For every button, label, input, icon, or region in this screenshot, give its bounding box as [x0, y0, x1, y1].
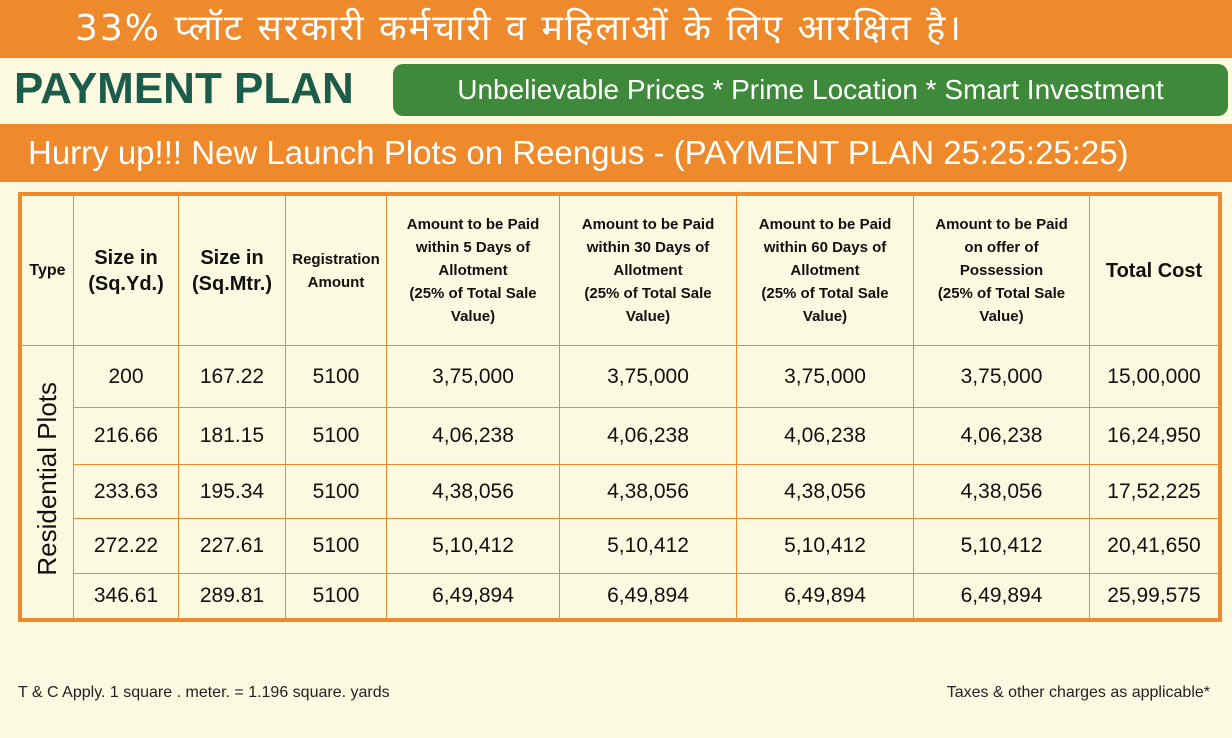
column-header: Amount to be Paid within 5 Days of Allotme… [386, 193, 560, 346]
row-group: Residential Plots [19, 345, 74, 620]
header-line: on offer of [964, 239, 1039, 256]
header-line: within 30 Days of [586, 239, 710, 256]
cell: 4,38,056 [913, 464, 1090, 519]
cell: 5100 [285, 345, 387, 408]
header-line: (25% of Total Sale [937, 285, 1066, 302]
header-line: Value) [625, 308, 671, 325]
column-header: Size in (Sq.Mtr.) [178, 193, 286, 346]
cell: 6,49,894 [736, 573, 914, 620]
header-line: Amount to be Paid [935, 216, 1068, 233]
header-line: (25% of Total Sale [409, 285, 537, 302]
cell: 4,06,238 [386, 407, 560, 465]
cell: 216.66 [73, 407, 179, 465]
cell: 5100 [285, 518, 387, 574]
header-line: Size in [200, 246, 264, 269]
cell: 4,38,056 [736, 464, 914, 519]
header-line: Type [29, 261, 66, 279]
cell: 6,49,894 [559, 573, 737, 620]
cell: 17,52,225 [1089, 464, 1221, 519]
cell: 181.15 [178, 407, 286, 465]
cell: 5100 [285, 573, 387, 620]
cell: 346.61 [73, 573, 179, 620]
cell: 5,10,412 [913, 518, 1090, 574]
header-line: Registration [292, 250, 380, 268]
cell: 3,75,000 [559, 345, 737, 408]
cell: 16,24,950 [1089, 407, 1221, 465]
header-line: Allotment [613, 262, 683, 279]
header-line: Allotment [438, 262, 508, 279]
header-line: within 5 Days of [415, 239, 531, 256]
header-line: Amount to be Paid [758, 216, 892, 233]
cell: 4,06,238 [559, 407, 737, 465]
cell: 4,38,056 [386, 464, 560, 519]
cell: 6,49,894 [913, 573, 1090, 620]
header-line: Value) [802, 308, 848, 325]
cell: 5100 [285, 407, 387, 465]
cell: 227.61 [178, 518, 286, 574]
payment-table: Type Size in (Sq.Yd.) Size in (Sq.Mtr.) Regis… [18, 192, 1222, 622]
cell: 3,75,000 [736, 345, 914, 408]
table-row: 272.22 227.61 5100 5,10,412 5,10,412 5,10,412… [20, 518, 1221, 574]
banner: 33% प्लॉट सरकारी कर्मचारी व महिलाओं के ल… [0, 0, 1232, 58]
table-row: 346.61 289.81 5100 6,49,894 6,49,894 6,49,894… [20, 573, 1221, 620]
cell: 20,41,650 [1089, 518, 1221, 574]
cell: 5,10,412 [386, 518, 560, 574]
cell: 6,49,894 [386, 573, 560, 620]
header-line: Amount to be Paid [406, 216, 540, 233]
cell: 4,06,238 [913, 407, 1090, 465]
title: PAYMENT PLAN [14, 64, 354, 113]
header-line: Value) [979, 308, 1024, 325]
cell: 5,10,412 [559, 518, 737, 574]
header-line: Amount to be Paid [581, 216, 715, 233]
footer-note: Taxes & other charges as applicable* [946, 684, 1210, 701]
cell: 289.81 [178, 573, 286, 620]
header-line: Amount [307, 273, 365, 291]
header-line: (25% of Total Sale [761, 285, 889, 302]
tagline: Unbelievable Prices * Prime Location * S… [393, 64, 1228, 116]
column-header: Amount to be Paid within 30 Days of Allotm… [559, 193, 737, 346]
column-header: Registration Amount [285, 193, 387, 346]
header-line: (Sq.Mtr.) [192, 272, 272, 295]
cell: 200 [73, 345, 179, 408]
cell: 25,99,575 [1089, 573, 1221, 620]
header-line: Size in [94, 246, 158, 269]
cell: 272.22 [73, 518, 179, 574]
table-row: 216.66 181.15 5100 4,06,238 4,06,238 4,06,238… [20, 407, 1221, 465]
table-row: 233.63 195.34 5100 4,38,056 4,38,056 4,38,056… [20, 464, 1221, 519]
subtitle: Hurry up!!! New Launch Plots on Reengus … [0, 124, 1232, 182]
header-line: Allotment [790, 262, 860, 279]
cell: 4,06,238 [736, 407, 914, 465]
header-row: Type Size in (Sq.Yd.) Size in (Sq.Mtr.) Regis… [19, 193, 1221, 346]
cell: 5,10,412 [736, 518, 914, 574]
header-line: (25% of Total Sale [584, 285, 712, 302]
table-row: Residential Plots 200 167.22 5100 3,75,000 3,… [19, 345, 1221, 620]
header-line: Value) [450, 308, 496, 325]
cell: 5100 [285, 464, 387, 519]
column-header: Total Cost [1089, 193, 1221, 346]
header-line: Possession [959, 262, 1044, 279]
column-header: Amount to be Paid within 60 Days of Allotm… [736, 193, 914, 346]
header-line: (Sq.Yd.) [88, 272, 164, 295]
header-line: Total Cost [1105, 259, 1203, 282]
cell: 4,38,056 [559, 464, 737, 519]
column-header: Amount to be Paid on offer of Possession (2… [913, 193, 1090, 346]
cell: 3,75,000 [913, 345, 1090, 408]
cell: 3,75,000 [386, 345, 560, 408]
column-header: Type [19, 193, 74, 346]
cell: 15,00,000 [1089, 345, 1221, 408]
column-header: Size in (Sq.Yd.) [73, 193, 179, 346]
footer-note: T & C Apply. 1 square . meter. = 1.196 s… [18, 684, 390, 701]
cell: 233.63 [73, 464, 179, 519]
cell: 195.34 [178, 464, 286, 519]
cell: 167.22 [178, 345, 286, 408]
header-line: within 60 Days of [763, 239, 887, 256]
row-group-label: Residential Plots [32, 381, 62, 576]
